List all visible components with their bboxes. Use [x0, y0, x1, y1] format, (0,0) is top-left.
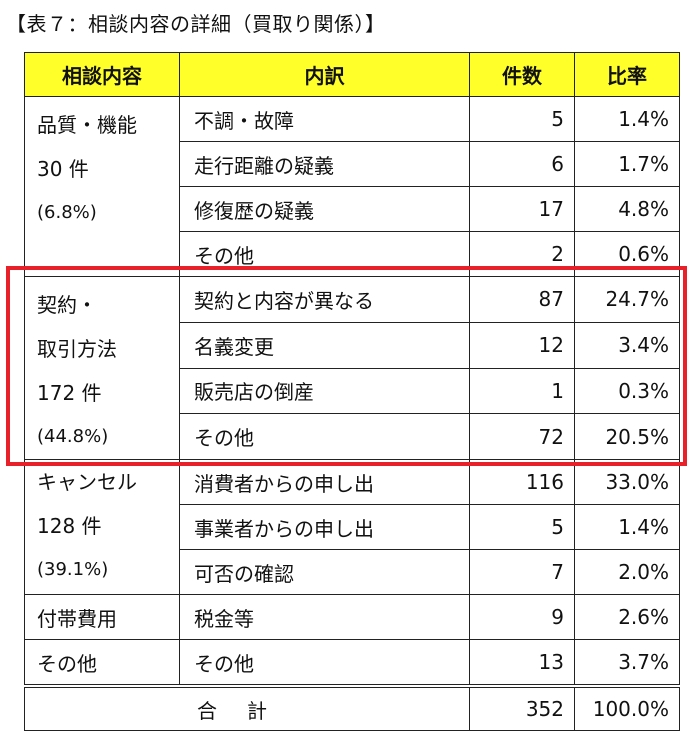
- table-row: 修復歴の疑義 17 4.8%: [25, 186, 680, 232]
- count-cell: 17: [469, 186, 575, 232]
- count-cell: 6: [469, 141, 575, 187]
- count-cell: 7: [469, 549, 575, 595]
- header-category: 相談内容: [24, 52, 180, 97]
- category-percent: (39.1%): [37, 559, 109, 580]
- table-row: 販売店の倒産 1 0.3%: [25, 367, 680, 415]
- category-cell: キャンセル 128 件 (39.1%): [24, 459, 180, 595]
- table-row: 名義変更 12 3.4%: [25, 321, 680, 369]
- ratio-cell: 2.6%: [574, 594, 680, 640]
- table-row: キャンセル 128 件 (39.1%) 消費者からの申し出 116 33.0%: [24, 459, 680, 595]
- total-ratio: 100.0%: [574, 684, 680, 731]
- ratio-cell: 1.4%: [574, 504, 680, 550]
- category-name-line1: 契約・: [37, 293, 97, 317]
- category-count: 172 件: [37, 381, 102, 405]
- count-cell: 9: [469, 594, 575, 640]
- table-row: 契約・ 取引方法 172 件 (44.8%) 契約と内容が異なる 87 24.7…: [24, 276, 680, 460]
- ratio-cell: 20.5%: [574, 413, 680, 460]
- ratio-cell: 0.3%: [574, 367, 680, 415]
- detail-cell: 販売店の倒産: [179, 367, 470, 415]
- category-percent: (44.8%): [37, 426, 109, 447]
- count-cell: 12: [469, 321, 575, 369]
- category-cell: 契約・ 取引方法 172 件 (44.8%): [24, 276, 180, 460]
- table-row: 走行距離の疑義 6 1.7%: [25, 141, 680, 187]
- table-row: 付帯費用 税金等 9 2.6%: [24, 594, 680, 640]
- category-name-line2: 取引方法: [37, 337, 117, 361]
- detail-cell: 不調・故障: [179, 96, 470, 142]
- ratio-cell: 3.7%: [574, 639, 680, 687]
- count-cell: 1: [469, 367, 575, 415]
- count-cell: 87: [469, 276, 575, 323]
- count-cell: 13: [469, 639, 575, 687]
- consultation-detail-table: 相談内容 内訳 件数 比率 品質・機能 30 件 (6.8%) 不調・故障 5 …: [24, 52, 680, 731]
- header-row: 相談内容 内訳 件数 比率: [24, 52, 680, 97]
- detail-cell: その他: [179, 413, 470, 460]
- count-cell: 5: [469, 504, 575, 550]
- detail-cell: その他: [179, 231, 470, 277]
- ratio-cell: 24.7%: [574, 276, 680, 323]
- table-row: 品質・機能 30 件 (6.8%) 不調・故障 5 1.4%: [24, 96, 680, 277]
- total-row: 合計 352 100.0%: [24, 684, 680, 731]
- total-label: 合計: [24, 684, 470, 731]
- ratio-cell: 1.4%: [574, 96, 680, 142]
- detail-cell: 契約と内容が異なる: [179, 276, 470, 323]
- total-count: 352: [469, 684, 575, 731]
- table-row: その他 その他 13 3.7%: [24, 639, 680, 687]
- detail-cell: 事業者からの申し出: [179, 504, 470, 550]
- count-cell: 2: [469, 231, 575, 277]
- category-name: 付帯費用: [24, 594, 180, 640]
- ratio-cell: 1.7%: [574, 141, 680, 187]
- header-detail: 内訳: [179, 52, 470, 97]
- ratio-cell: 0.6%: [574, 231, 680, 277]
- count-cell: 116: [469, 459, 575, 505]
- detail-cell: 走行距離の疑義: [179, 141, 470, 187]
- category-count: 128 件: [37, 514, 102, 538]
- detail-cell: 可否の確認: [179, 549, 470, 595]
- ratio-cell: 4.8%: [574, 186, 680, 232]
- table-row: 可否の確認 7 2.0%: [25, 549, 680, 595]
- ratio-cell: 3.4%: [574, 321, 680, 369]
- category-percent: (6.8%): [37, 202, 97, 223]
- ratio-cell: 33.0%: [574, 459, 680, 505]
- table-title: 【表７：相談内容の詳細（買取り関係）】: [6, 12, 386, 36]
- count-cell: 5: [469, 96, 575, 142]
- detail-cell: 税金等: [179, 594, 470, 640]
- category-count: 30 件: [37, 157, 89, 181]
- ratio-cell: 2.0%: [574, 549, 680, 595]
- category-cell: 品質・機能 30 件 (6.8%): [24, 96, 180, 277]
- category-name: 品質・機能: [37, 113, 137, 137]
- category-name: キャンセル: [37, 470, 137, 494]
- detail-cell: 修復歴の疑義: [179, 186, 470, 232]
- header-count: 件数: [469, 52, 575, 97]
- count-cell: 72: [469, 413, 575, 460]
- table-row: その他 72 20.5%: [25, 413, 680, 460]
- detail-cell: 名義変更: [179, 321, 470, 369]
- detail-cell: 消費者からの申し出: [179, 459, 470, 505]
- detail-cell: その他: [179, 639, 470, 687]
- category-name: その他: [24, 639, 180, 687]
- header-ratio: 比率: [574, 52, 680, 97]
